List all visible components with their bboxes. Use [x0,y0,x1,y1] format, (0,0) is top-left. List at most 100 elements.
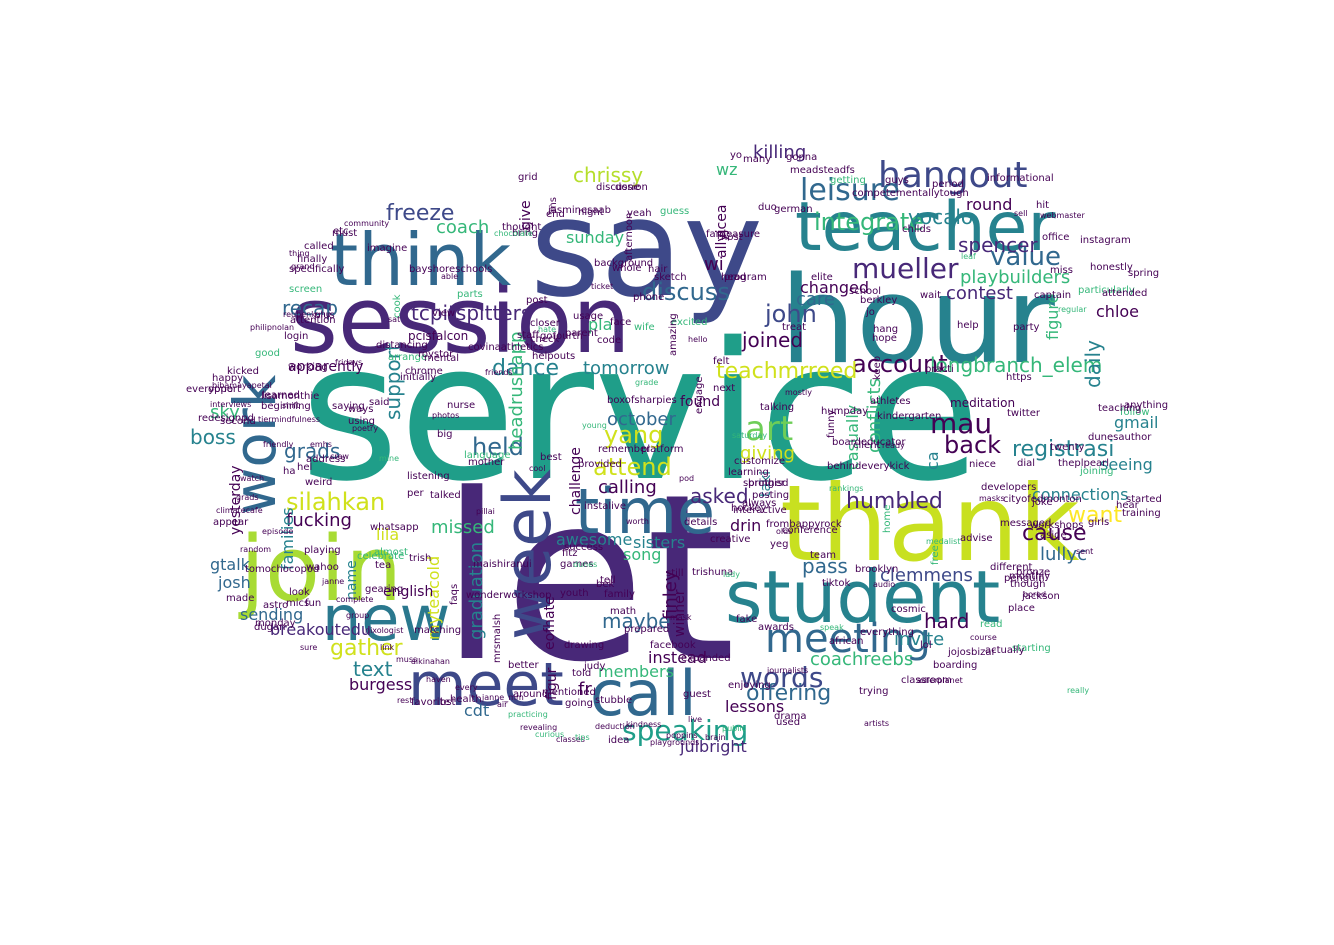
word-cloud-word: coach [436,217,489,238]
word-cloud-word: october [607,409,676,430]
word-cloud-word: family [604,589,635,600]
word-cloud-word: joining [1079,466,1113,477]
word-cloud-word: tomorrow [583,358,669,379]
word-cloud-word: gofourth [540,331,583,342]
word-cloud-word: recap [282,296,338,320]
word-cloud-word: group [346,611,369,620]
word-cloud-word: philipnolan [250,323,294,332]
word-cloud-word: niece [969,459,996,470]
word-cloud-word: working [288,362,328,373]
word-cloud-word: playbuilders [960,267,1070,288]
word-cloud-word: yeah [627,208,652,219]
word-cloud-word: facebook [650,640,696,651]
word-cloud-word: myteacold [424,556,443,640]
word-cloud-word: breakoutedu [270,620,371,639]
word-cloud-word: redesignpd [198,413,254,424]
word-cloud-word: webmaster [1040,211,1085,220]
word-cloud-word: headrushapp [506,332,527,450]
word-cloud-word: drawing [564,640,604,651]
word-cloud-word: thought [502,222,541,233]
word-cloud-word: interactive [733,505,787,516]
word-cloud-word: almost [374,547,408,558]
word-cloud-word: good [255,348,280,359]
word-cloud-word: eofhate [542,596,558,650]
word-cloud-word: artists [864,719,889,728]
word-cloud-word: spencer [958,233,1038,257]
word-cloud-word: burgess [349,675,412,694]
word-cloud-word: figure [1043,294,1062,340]
word-cloud-word: sunday [566,228,624,247]
word-cloud-word: brain [705,733,726,742]
word-cloud-word: coachreebs [810,649,913,670]
word-cloud-word: vocalo [908,205,973,229]
word-cloud-word: messaged [1000,518,1051,529]
word-cloud-word: helpouts [532,351,575,362]
word-cloud-word: twitter [1007,408,1041,419]
word-cloud-word: actually [985,645,1025,656]
word-cloud-word: gearing [365,584,403,595]
word-cloud-word: treat [782,322,806,333]
word-cloud-word: duo [758,202,777,213]
word-cloud-word: grads [284,439,340,463]
word-cloud-word: call [590,657,697,730]
word-cloud-word: say [530,170,763,327]
word-cloud-word: pla [588,315,612,334]
word-cloud-word: maishiranui [473,559,532,570]
word-cloud-word: round [966,195,1012,214]
word-cloud-word: trish [409,553,431,564]
word-cloud-word: monthly [1009,571,1050,582]
word-cloud-word: photos [432,411,459,420]
word-cloud-word: ca [923,451,942,470]
word-cloud-word: yeg [770,539,788,550]
word-cloud-word: sketch [654,272,687,283]
word-cloud-word: expanded [681,653,731,664]
word-cloud-word: honestly [1090,262,1133,273]
word-cloud-word: pcisfalcon [408,329,468,343]
word-cloud-word: read [980,619,1003,630]
word-cloud-word: kicked [227,366,259,377]
word-cloud-word: yesterday [228,465,244,535]
word-cloud-word: instalive [584,501,626,512]
word-cloud-word: guys [885,175,909,186]
word-cloud-word: meeting [765,616,931,662]
word-cloud-word: workshops [1030,520,1083,531]
word-cloud-word: practicing [508,710,548,719]
word-cloud-word: tell [600,575,616,586]
word-cloud-word: random [240,545,271,554]
word-cloud-word: families [278,507,297,570]
word-cloud-word: everything [860,627,914,638]
word-cloud-word: support [381,343,405,420]
word-cloud-word: value [990,242,1061,272]
word-cloud-word: used [776,717,800,728]
word-cloud-word: whatsapp [370,522,419,533]
word-cloud-word: anything [1124,400,1168,411]
word-cloud-word: week [491,469,566,640]
word-cloud-word: time [575,475,715,548]
word-cloud-word: ms [548,197,559,212]
word-cloud-word: clemmens [880,565,973,586]
word-cloud-word: classroom [901,675,952,686]
word-cloud-word: ticket [591,282,613,291]
word-cloud-word: tea [375,560,391,571]
word-cloud-word: hit [1036,200,1049,211]
word-cloud-word: art [745,409,793,449]
word-cloud-word: tcpitspitters [411,301,531,325]
word-cloud-word: hel [297,462,312,473]
word-cloud-word: joke [1031,497,1052,508]
word-cloud-word: using [348,416,375,427]
word-cloud-word: bibamayapetal [212,381,272,390]
word-cloud-word: let [440,446,736,713]
word-cloud-word: mueller [852,252,959,285]
word-cloud-word: course [970,633,997,642]
word-cloud-word: cool [529,464,545,473]
word-cloud-word: discuss [642,278,730,306]
word-cloud-word: student [725,555,1000,639]
word-cloud-word: air [497,700,508,709]
word-cloud-word: teachmrreed [716,359,857,384]
word-cloud-word: service [300,302,981,523]
word-cloud-word: whole [612,263,642,274]
word-cloud-word: fitz [562,548,577,559]
word-cloud-word: haven [426,675,451,684]
word-cloud-word: funny [826,409,837,438]
